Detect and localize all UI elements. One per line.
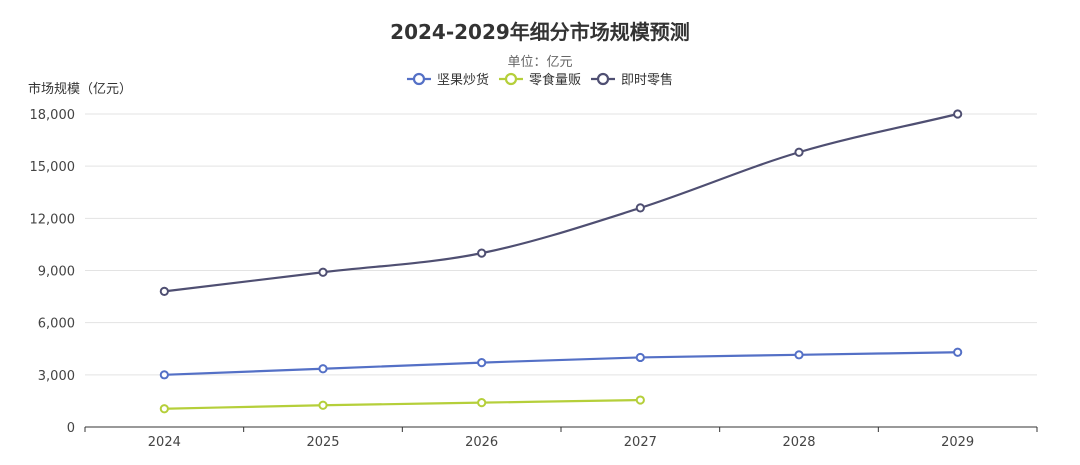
data-point[interactable] — [635, 395, 645, 405]
legend-circle-marker — [596, 72, 610, 86]
data-point[interactable] — [477, 358, 487, 368]
series-line — [164, 112, 958, 293]
legend-circle-marker — [412, 72, 426, 86]
data-point[interactable] — [477, 398, 487, 408]
series-group — [159, 109, 963, 414]
y-tick-label: 9,000 — [38, 265, 75, 280]
data-point[interactable] — [794, 147, 804, 157]
data-point[interactable] — [953, 109, 963, 119]
legend-label: 零食量贩 — [529, 72, 581, 88]
y-tick-label: 18,000 — [30, 108, 76, 123]
x-tick-label: 2026 — [465, 435, 498, 450]
series-即时零售 — [159, 109, 963, 296]
axes: 0 3,000 6,000 9,000 12,000 15,000 18,000 2024 20… — [30, 108, 1038, 450]
data-point[interactable] — [159, 404, 169, 414]
y-tick-label: 6,000 — [38, 317, 75, 332]
data-point[interactable] — [953, 347, 963, 357]
data-point[interactable] — [477, 248, 487, 258]
legend-item[interactable]: 坚果炒货 — [406, 72, 489, 88]
grid — [85, 113, 1037, 376]
legend-item[interactable]: 即时零售 — [591, 72, 673, 88]
chart-title: 2024-2029年细分市场规模预测 — [390, 20, 690, 44]
series-坚果炒货 — [159, 347, 963, 380]
x-tick-label: 2028 — [782, 435, 815, 450]
series-line — [164, 398, 641, 410]
y-axis-label: 市场规模（亿元） — [28, 81, 132, 97]
y-tick-label: 0 — [67, 421, 75, 436]
legend-circle-marker — [504, 72, 518, 86]
legend-label: 坚果炒货 — [437, 72, 489, 88]
y-tick-label: 12,000 — [30, 212, 76, 227]
data-point[interactable] — [635, 203, 645, 213]
data-point[interactable] — [159, 370, 169, 380]
legend-label: 即时零售 — [621, 72, 673, 88]
series-零食量贩 — [159, 395, 645, 414]
chart-subtitle: 单位：亿元 — [507, 55, 572, 70]
series-line — [164, 351, 958, 376]
data-point[interactable] — [635, 352, 645, 363]
data-point[interactable] — [794, 350, 804, 360]
data-point[interactable] — [318, 267, 328, 277]
data-point[interactable] — [318, 400, 328, 410]
y-tick-label: 3,000 — [38, 369, 75, 384]
legend-item[interactable]: 零食量贩 — [498, 72, 581, 88]
x-tick-label: 2027 — [624, 435, 657, 450]
x-tick-label: 2024 — [148, 435, 181, 450]
x-tick-label: 2029 — [941, 435, 974, 450]
y-tick-label: 15,000 — [30, 160, 76, 175]
x-tick-label: 2025 — [306, 435, 339, 450]
data-point[interactable] — [159, 286, 169, 296]
data-point[interactable] — [318, 364, 328, 374]
legend[interactable]: 坚果炒货 零食量贩 即时零售 — [406, 72, 673, 88]
